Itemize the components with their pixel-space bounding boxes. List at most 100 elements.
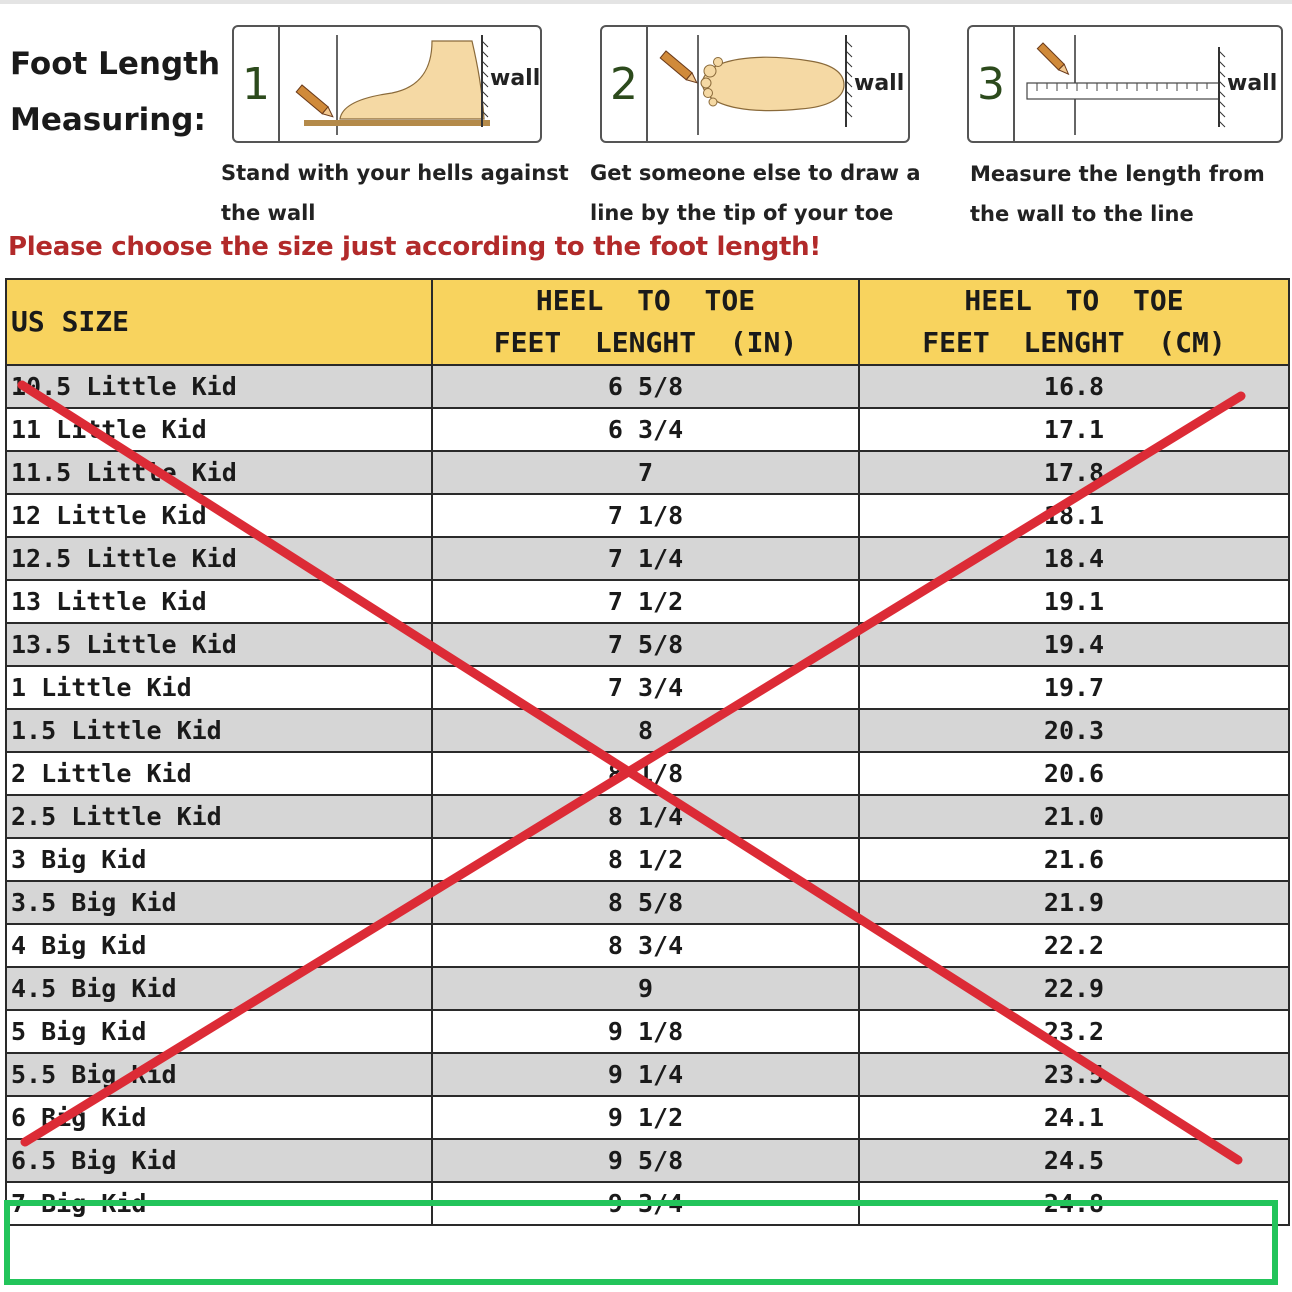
table-row: 7 Big Kid 9 3/4 24.8 (5, 1181, 1290, 1226)
cell-size: 1.5 Little Kid (5, 708, 433, 753)
cell-cm: 19.4 (858, 622, 1290, 667)
cell-size: 3.5 Big Kid (5, 880, 433, 925)
cell-cm: 23.2 (858, 1009, 1290, 1054)
cell-cm: 17.1 (858, 407, 1290, 452)
table-row: 13 Little Kid 7 1/2 19.1 (5, 579, 1290, 624)
table-row: 3 Big Kid 8 1/2 21.6 (5, 837, 1290, 882)
table-row: 4.5 Big Kid 9 22.9 (5, 966, 1290, 1011)
cell-size: 2.5 Little Kid (5, 794, 433, 839)
step-3-caption-line1: Measure the length from (970, 162, 1265, 186)
cell-size: 11 Little Kid (5, 407, 433, 452)
ruler-measure-illustration (1026, 35, 1226, 135)
cell-inches: 7 1/2 (431, 579, 860, 624)
cell-cm: 21.9 (858, 880, 1290, 925)
cell-cm: 24.1 (858, 1095, 1290, 1140)
cell-cm: 21.0 (858, 794, 1290, 839)
step-3-wall-label: wall (1227, 71, 1278, 96)
table-row: 2.5 Little Kid 8 1/4 21.0 (5, 794, 1290, 839)
header-length-in-line1: HEEL TO TOE (535, 284, 756, 317)
table-row: 6.5 Big Kid 9 5/8 24.5 (5, 1138, 1290, 1183)
step-2-caption: Get someone else to draw a line by the t… (590, 153, 921, 233)
table-row: 10.5 Little Kid 6 5/8 16.8 (5, 364, 1290, 409)
cell-size: 12 Little Kid (5, 493, 433, 538)
step-2-caption-line2: line by the tip of your toe (590, 201, 894, 225)
header-us-size: US SIZE (5, 278, 433, 366)
cell-cm: 22.9 (858, 966, 1290, 1011)
header-length-cm-line2: FEET LENGHT (CM) (922, 326, 1226, 359)
cell-cm: 23.5 (858, 1052, 1290, 1097)
cell-inches: 9 1/4 (431, 1052, 860, 1097)
cell-cm: 22.2 (858, 923, 1290, 968)
cell-cm: 20.6 (858, 751, 1290, 796)
measuring-title-line2: Measuring: (10, 102, 206, 138)
cell-size: 11.5 Little Kid (5, 450, 433, 495)
table-row: 5.5 Big Kid 9 1/4 23.5 (5, 1052, 1290, 1097)
measuring-title-line1: Foot Length (10, 46, 221, 82)
cell-cm: 16.8 (858, 364, 1290, 409)
cell-cm: 21.6 (858, 837, 1290, 882)
cell-inches: 8 1/4 (431, 794, 860, 839)
cell-cm: 20.3 (858, 708, 1290, 753)
table-header-row: US SIZE HEEL TO TOE FEET LENGHT (IN) HEEL… (5, 278, 1290, 366)
step-3-panel: 3 wall (967, 25, 1283, 143)
table-row: 11 Little Kid 6 3/4 17.1 (5, 407, 1290, 452)
cell-cm: 19.7 (858, 665, 1290, 710)
cell-inches: 8 1/2 (431, 837, 860, 882)
step-1-panel: 1 wall (232, 25, 542, 143)
cell-size: 6.5 Big Kid (5, 1138, 433, 1183)
mark-toe-illustration (659, 35, 853, 135)
step-1-number: 1 (234, 27, 280, 141)
cell-size: 12.5 Little Kid (5, 536, 433, 581)
cell-inches: 7 (431, 450, 860, 495)
step-3-caption: Measure the length from the wall to the … (970, 154, 1265, 234)
cell-inches: 7 3/4 (431, 665, 860, 710)
step-3-number: 3 (969, 27, 1015, 141)
cell-cm: 18.4 (858, 536, 1290, 581)
cell-size: 10.5 Little Kid (5, 364, 433, 409)
cell-size: 6 Big Kid (5, 1095, 433, 1140)
step-1-caption: Stand with your hells against the wall (221, 153, 569, 233)
cell-cm: 17.8 (858, 450, 1290, 495)
table-row: 4 Big Kid 8 3/4 22.2 (5, 923, 1290, 968)
top-divider (0, 0, 1292, 4)
cell-inches: 8 5/8 (431, 880, 860, 925)
cell-size: 2 Little Kid (5, 751, 433, 796)
table-row: 1 Little Kid 7 3/4 19.7 (5, 665, 1290, 710)
cell-inches: 8 3/4 (431, 923, 860, 968)
cell-inches: 7 1/4 (431, 536, 860, 581)
header-length-cm: HEEL TO TOE FEET LENGHT (CM) (858, 278, 1290, 366)
cell-cm: 24.5 (858, 1138, 1290, 1183)
heel-against-wall-illustration (295, 35, 490, 135)
step-3-caption-line2: the wall to the line (970, 202, 1194, 226)
table-row: 12 Little Kid 7 1/8 18.1 (5, 493, 1290, 538)
cell-size: 4.5 Big Kid (5, 966, 433, 1011)
cell-cm: 18.1 (858, 493, 1290, 538)
cell-inches: 6 3/4 (431, 407, 860, 452)
step-2-wall-label: wall (854, 71, 905, 96)
size-chart-table: US SIZE HEEL TO TOE FEET LENGHT (IN) HEEL… (5, 278, 1290, 1226)
header-length-in: HEEL TO TOE FEET LENGHT (IN) (431, 278, 860, 366)
table-row: 12.5 Little Kid 7 1/4 18.4 (5, 536, 1290, 581)
cell-size: 7 Big Kid (5, 1181, 433, 1226)
cell-inches: 9 1/2 (431, 1095, 860, 1140)
cell-inches: 8 (431, 708, 860, 753)
table-row: 1.5 Little Kid 8 20.3 (5, 708, 1290, 753)
cell-size: 1 Little Kid (5, 665, 433, 710)
table-row: 2 Little Kid 8 1/8 20.6 (5, 751, 1290, 796)
cell-size: 5.5 Big Kid (5, 1052, 433, 1097)
cell-inches: 7 1/8 (431, 493, 860, 538)
cell-cm: 24.8 (858, 1181, 1290, 1226)
size-notice: Please choose the size just according to… (8, 232, 821, 262)
table-row: 13.5 Little Kid 7 5/8 19.4 (5, 622, 1290, 667)
step-2-panel: 2 wall (600, 25, 910, 143)
cell-size: 3 Big Kid (5, 837, 433, 882)
cell-inches: 7 5/8 (431, 622, 860, 667)
table-row: 3.5 Big Kid 8 5/8 21.9 (5, 880, 1290, 925)
cell-inches: 9 (431, 966, 860, 1011)
cell-inches: 9 3/4 (431, 1181, 860, 1226)
step-1-caption-line2: the wall (221, 201, 316, 225)
cell-size: 5 Big Kid (5, 1009, 433, 1054)
cell-size: 13 Little Kid (5, 579, 433, 624)
table-row: 11.5 Little Kid 7 17.8 (5, 450, 1290, 495)
cell-cm: 19.1 (858, 579, 1290, 624)
